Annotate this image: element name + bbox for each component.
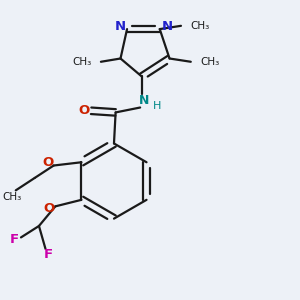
Text: F: F — [44, 248, 53, 261]
Text: CH₃: CH₃ — [201, 57, 220, 67]
Text: F: F — [10, 232, 19, 245]
Text: H: H — [153, 101, 161, 111]
Text: O: O — [44, 202, 55, 214]
Text: N: N — [139, 94, 150, 107]
Text: O: O — [42, 156, 53, 170]
Text: CH₃: CH₃ — [2, 192, 22, 202]
Text: CH₃: CH₃ — [73, 57, 92, 67]
Text: N: N — [114, 20, 125, 33]
Text: CH₃: CH₃ — [191, 21, 210, 31]
Text: O: O — [78, 104, 89, 117]
Text: N: N — [161, 20, 172, 33]
